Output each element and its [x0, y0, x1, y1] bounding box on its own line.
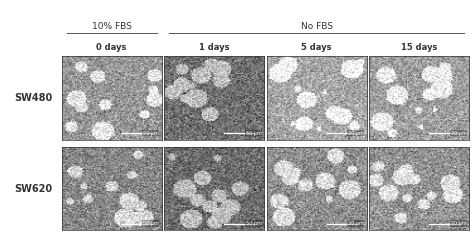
Text: 20 μm: 20 μm [348, 131, 364, 136]
Text: 20 μm: 20 μm [450, 131, 466, 136]
Text: No FBS: No FBS [301, 22, 333, 31]
Text: 20 μm: 20 μm [450, 221, 466, 226]
Text: 10% FBS: 10% FBS [92, 22, 132, 31]
Text: 50 μm: 50 μm [143, 221, 159, 226]
Text: 15 days: 15 days [401, 43, 438, 52]
Text: 1 days: 1 days [199, 43, 229, 52]
Text: 50 μm: 50 μm [246, 221, 261, 226]
Text: SW480: SW480 [14, 93, 52, 103]
Text: 5 days: 5 days [301, 43, 332, 52]
Text: 50 μm: 50 μm [246, 131, 261, 136]
Text: 20 μm: 20 μm [348, 221, 364, 226]
Text: 50 μm: 50 μm [143, 131, 159, 136]
Text: 0 days: 0 days [97, 43, 127, 52]
Text: SW620: SW620 [14, 184, 52, 194]
